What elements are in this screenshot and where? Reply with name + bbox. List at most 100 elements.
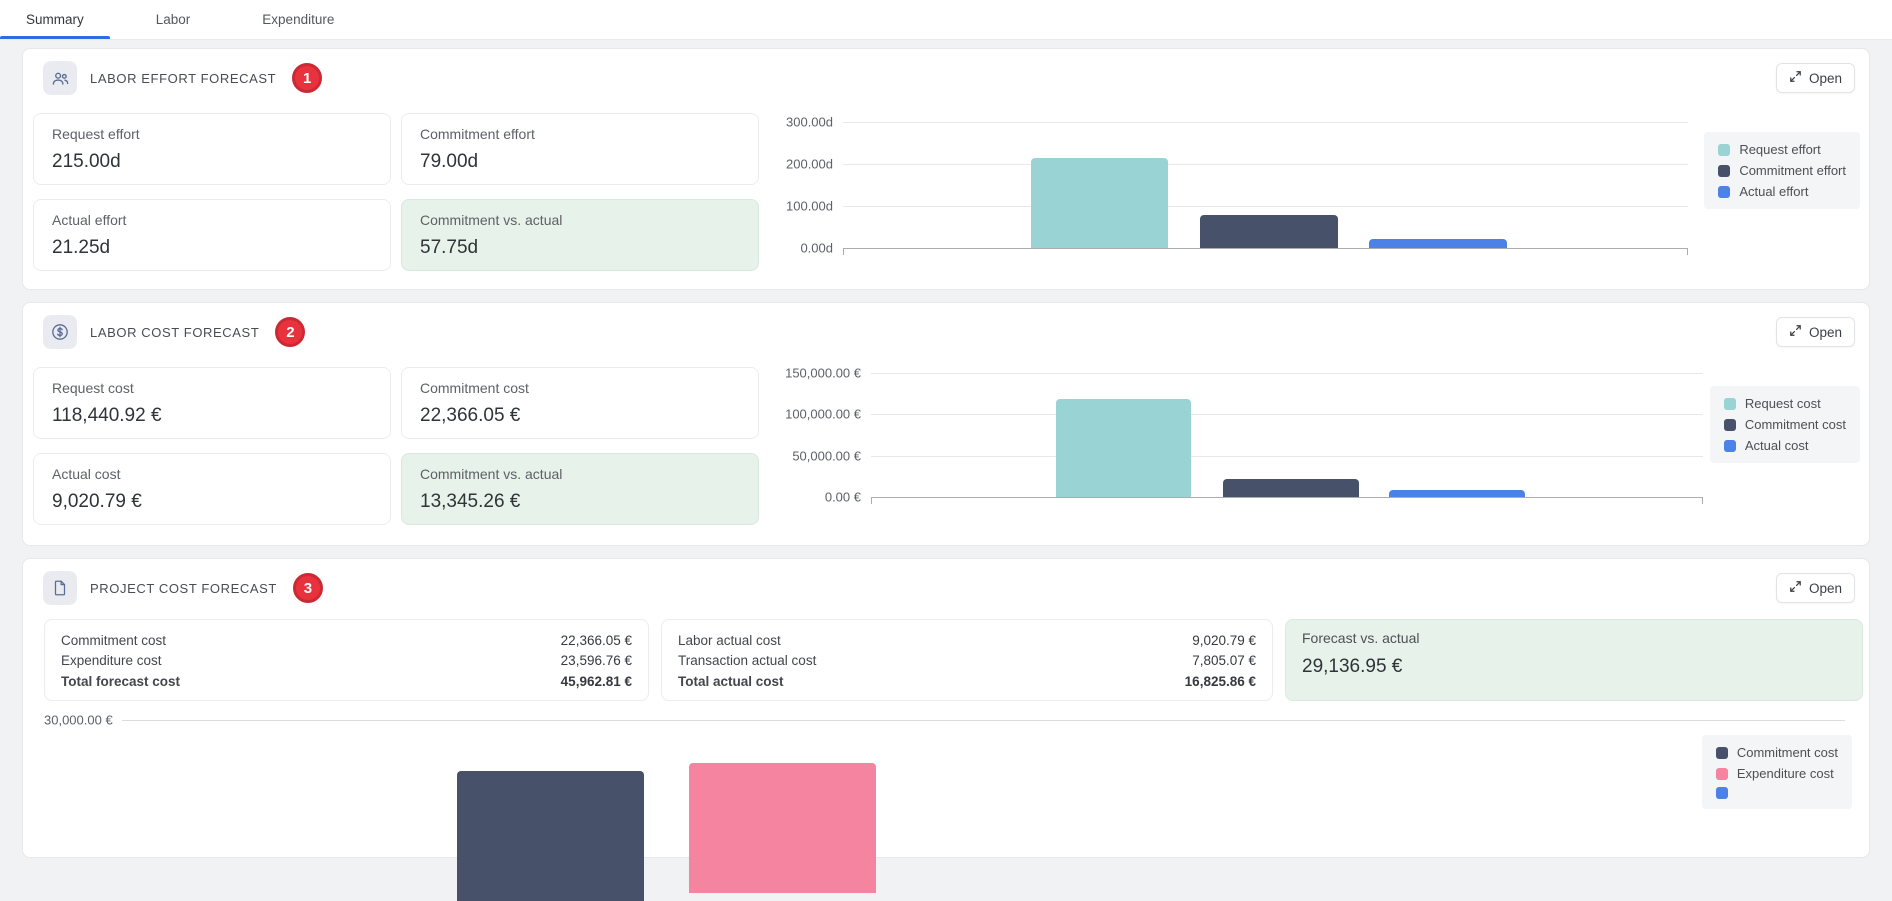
bar-actual-cost xyxy=(1389,489,1525,497)
axis-end-tick xyxy=(1687,248,1688,255)
legend-swatch xyxy=(1723,439,1736,452)
open-button[interactable]: Open xyxy=(1775,573,1855,603)
legend-item-actual-cost[interactable]: Actual cost xyxy=(1723,438,1846,453)
card-header: LABOR EFFORT FORECAST 1 Open xyxy=(23,49,1869,107)
tab-labor[interactable]: Labor xyxy=(130,0,217,39)
metric-label: Commitment vs. actual xyxy=(420,212,563,228)
row-value: 22,366.05 € xyxy=(560,632,632,648)
legend-label: Commitment effort xyxy=(1739,163,1846,178)
project-cost-forecast-card: PROJECT COST FORECAST 3 Open Commitment … xyxy=(22,558,1870,901)
legend-swatch xyxy=(1718,185,1731,198)
forecast-vs-actual-panel: Forecast vs. actual 29,136.95 € xyxy=(1285,619,1863,701)
metric-value: 21.25d xyxy=(52,237,111,258)
legend-item-commitment-cost[interactable]: Commitment cost xyxy=(1723,417,1846,432)
legend-item-request-cost[interactable]: Request cost xyxy=(1723,396,1846,411)
bar-request-cost xyxy=(1055,399,1192,497)
gridline xyxy=(843,206,1688,207)
chart-legend: Commitment cost Expenditure cost xyxy=(1701,735,1852,809)
tab-summary[interactable]: Summary xyxy=(0,0,110,39)
tab-label: Labor xyxy=(155,12,191,27)
metrics-grid: Request effort 215.00d Commitment effort… xyxy=(33,113,759,271)
row-value: 45,962.81 € xyxy=(560,673,632,689)
chart-legend: Request effort Commitment effort Actual … xyxy=(1704,132,1860,209)
legend-label: Commitment cost xyxy=(1744,417,1846,432)
legend-item-commitment-cost[interactable]: Commitment cost xyxy=(1715,745,1838,760)
row-value: 9,020.79 € xyxy=(1192,632,1256,648)
bar-request-effort xyxy=(1030,157,1169,248)
metric-label: Actual cost xyxy=(52,466,121,482)
row-label: Transaction actual cost xyxy=(678,653,817,669)
metric-label: Commitment vs. actual xyxy=(420,466,563,482)
legend-item-request-effort[interactable]: Request effort xyxy=(1718,142,1846,157)
card-header: LABOR COST FORECAST 2 Open xyxy=(23,303,1869,361)
table-row: Commitment cost 22,366.05 € xyxy=(61,630,632,651)
axis-end-tick xyxy=(1702,497,1703,504)
project-cost-bar-chart: 30,000.00 € Commitment cost Expenditure … xyxy=(44,701,1853,901)
table-row: Transaction actual cost 7,805.07 € xyxy=(678,651,1256,672)
y-axis-tick-label: 0.00 € xyxy=(824,489,861,505)
expand-icon xyxy=(1789,580,1802,596)
table-row: Expenditure cost 23,596.76 € xyxy=(61,651,632,672)
metric-value: 118,440.92 € xyxy=(52,405,162,426)
metric-value: 29,136.95 € xyxy=(1302,656,1403,677)
metric-request-cost: Request cost 118,440.92 € xyxy=(33,367,391,439)
legend-label: Request cost xyxy=(1744,396,1821,411)
metrics-grid: Request cost 118,440.92 € Commitment cos… xyxy=(33,367,759,525)
bar-commitment-effort xyxy=(1200,214,1339,248)
tab-label: Summary xyxy=(26,12,84,27)
table-row-total: Total actual cost 16,825.86 € xyxy=(678,671,1256,692)
document-icon xyxy=(43,571,77,605)
legend-swatch xyxy=(1723,397,1736,410)
bar-expenditure-cost xyxy=(689,762,876,893)
tab-expenditure[interactable]: Expenditure xyxy=(236,0,360,39)
metric-value: 22,366.05 € xyxy=(420,405,521,426)
legend-swatch xyxy=(1723,418,1736,431)
metric-value: 215.00d xyxy=(52,151,121,172)
bar-commitment-cost xyxy=(1222,478,1359,497)
metric-label: Forecast vs. actual xyxy=(1302,630,1420,646)
metric-commitment-effort: Commitment effort 79.00d xyxy=(401,113,759,185)
chart-legend: Request cost Commitment cost Actual cost xyxy=(1709,386,1860,463)
metric-value: 13,345.26 € xyxy=(420,491,521,512)
metric-commitment-vs-actual: Commitment vs. actual 57.75d xyxy=(401,199,759,271)
cost-summary-panels: Commitment cost 22,366.05 € Expenditure … xyxy=(44,619,1863,701)
legend-item-partial[interactable] xyxy=(1715,787,1838,799)
y-axis-tick-label: 300.00d xyxy=(786,114,833,130)
axis-end-tick xyxy=(843,248,844,255)
legend-label: Commitment cost xyxy=(1736,745,1838,760)
step-badge: 2 xyxy=(275,317,306,347)
legend-swatch xyxy=(1715,787,1728,799)
bar-actual-effort xyxy=(1369,239,1508,248)
y-axis-tick-label: 150,000.00 € xyxy=(785,365,861,381)
metric-label: Actual effort xyxy=(52,212,127,228)
legend-swatch xyxy=(1715,746,1728,759)
open-button[interactable]: Open xyxy=(1775,317,1855,347)
table-row: Labor actual cost 9,020.79 € xyxy=(678,630,1256,651)
y-axis-tick-label: 50,000.00 € xyxy=(792,448,861,464)
legend-swatch xyxy=(1715,767,1728,780)
tab-bar: Summary Labor Expenditure xyxy=(0,0,1892,40)
step-badge: 3 xyxy=(292,573,323,603)
legend-item-expenditure-cost[interactable]: Expenditure cost xyxy=(1715,766,1838,781)
row-label: Total forecast cost xyxy=(61,673,181,689)
row-label: Labor actual cost xyxy=(678,632,781,648)
page-content: LABOR EFFORT FORECAST 1 Open Request eff… xyxy=(0,40,1892,901)
legend-label: Actual cost xyxy=(1744,438,1809,453)
row-value: 7,805.07 € xyxy=(1192,653,1256,669)
row-label: Total actual cost xyxy=(678,673,784,689)
legend-item-actual-effort[interactable]: Actual effort xyxy=(1718,184,1846,199)
open-button[interactable]: Open xyxy=(1775,63,1855,93)
metric-commitment-vs-actual: Commitment vs. actual 13,345.26 € xyxy=(401,453,759,525)
metric-commitment-cost: Commitment cost 22,366.05 € xyxy=(401,367,759,439)
metric-label: Commitment effort xyxy=(420,126,535,142)
legend-item-commitment-effort[interactable]: Commitment effort xyxy=(1718,163,1846,178)
gridline xyxy=(871,455,1703,457)
legend-swatch xyxy=(1718,143,1731,156)
step-badge: 1 xyxy=(292,63,323,93)
metric-label: Request effort xyxy=(52,126,140,142)
gridline xyxy=(871,497,1703,498)
expand-icon xyxy=(1789,70,1802,86)
row-label: Commitment cost xyxy=(61,632,167,648)
metric-value: 79.00d xyxy=(420,151,479,172)
gridline xyxy=(871,414,1703,416)
